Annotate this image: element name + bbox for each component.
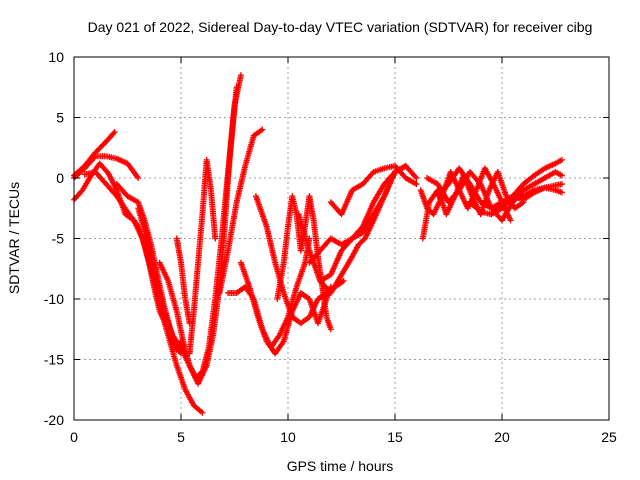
data-point <box>413 181 420 188</box>
data-point <box>476 207 483 214</box>
series-track-2 <box>71 153 142 181</box>
series-track-16 <box>306 162 420 266</box>
data-point <box>111 129 118 136</box>
y-tick-label: -20 <box>44 412 64 428</box>
x-tick-label: 5 <box>177 429 185 445</box>
data-points <box>71 72 565 416</box>
y-tick-label: -10 <box>44 291 64 307</box>
series-track-24 <box>466 184 565 218</box>
series-track-4 <box>81 168 206 416</box>
data-point <box>558 181 565 188</box>
data-point <box>413 175 420 181</box>
y-tick-label: 0 <box>56 170 64 186</box>
y-tick-label: 5 <box>56 110 64 126</box>
series-track-7 <box>156 72 244 381</box>
y-tick-label: 10 <box>48 49 64 65</box>
data-point <box>259 126 266 133</box>
data-point <box>558 172 565 179</box>
x-tick-label: 25 <box>601 429 617 445</box>
data-point <box>91 154 98 161</box>
y-axis-label: SDTVAR / TECUs <box>6 182 22 294</box>
y-tick-label: -15 <box>44 352 64 368</box>
data-point <box>507 217 514 224</box>
x-tick-label: 10 <box>280 429 296 445</box>
x-tick-label: 20 <box>494 429 510 445</box>
data-point <box>392 168 398 175</box>
series-track-18 <box>317 168 398 296</box>
x-tick-label: 15 <box>387 429 403 445</box>
x-axis-label: GPS time / hours <box>287 458 394 474</box>
series-track-10 <box>216 126 266 296</box>
data-point <box>212 235 219 242</box>
y-tick-label: -5 <box>52 231 65 247</box>
x-tick-label: 0 <box>70 429 78 445</box>
data-point <box>558 156 565 163</box>
data-point <box>558 189 565 196</box>
data-point <box>135 175 142 181</box>
chart-title: Day 021 of 2022, Sidereal Day-to-day VTE… <box>88 19 593 35</box>
data-point <box>199 409 206 416</box>
data-point <box>327 326 334 333</box>
series-track-9 <box>186 156 219 357</box>
data-point <box>340 277 347 284</box>
data-point <box>237 72 244 79</box>
series-track-8 <box>173 235 193 327</box>
data-point <box>412 173 419 180</box>
series-track-17 <box>327 162 420 218</box>
axis-ticks: 0 5 10 15 20 25 -20 -15 -10 -5 0 5 10 <box>44 49 617 445</box>
